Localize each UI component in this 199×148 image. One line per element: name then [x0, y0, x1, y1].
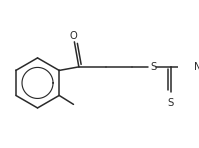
Text: S: S: [168, 98, 174, 108]
Text: O: O: [70, 31, 77, 41]
Text: N: N: [194, 62, 199, 72]
Text: S: S: [150, 62, 156, 72]
